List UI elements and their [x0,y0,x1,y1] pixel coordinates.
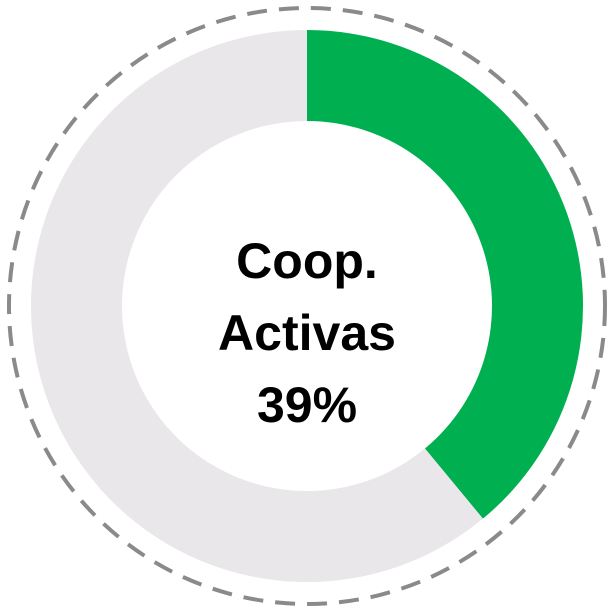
chart-title: Coop. Activas [218,233,396,361]
center-label: Coop. Activas 39% [207,225,407,441]
donut-segment [31,30,483,582]
dashed-ring [7,6,607,606]
donut-segment [307,30,583,519]
value-label: 39% [256,377,358,433]
